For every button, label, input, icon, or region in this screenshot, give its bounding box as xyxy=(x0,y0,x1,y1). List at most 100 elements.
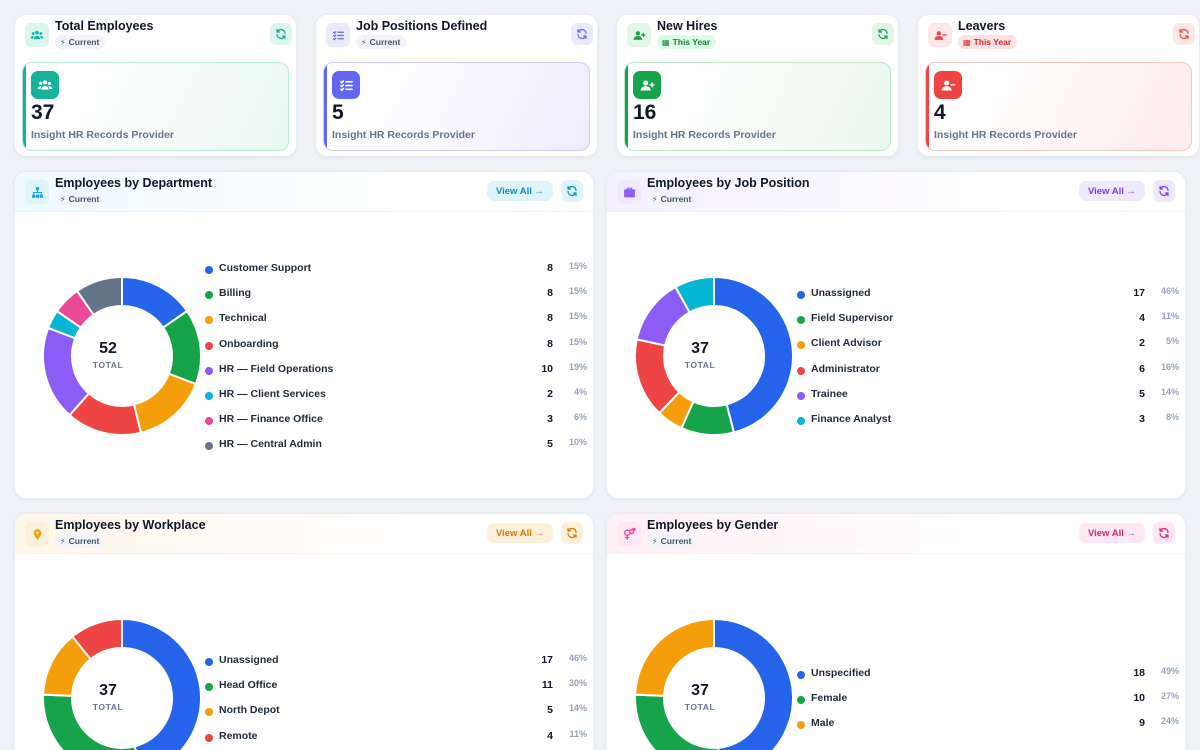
legend-item[interactable]: Technical 8 15% xyxy=(205,310,587,335)
kpi-body: 16 Insight HR Records Provider xyxy=(624,62,891,151)
donut-slice[interactable] xyxy=(634,619,715,697)
legend-percent: 8% xyxy=(1165,411,1179,422)
legend-percent: 46% xyxy=(1160,286,1179,296)
refresh-button[interactable] xyxy=(872,23,894,45)
user-plus-icon xyxy=(633,71,661,99)
kpi-header: Leavers ▦ This Year xyxy=(918,15,1199,55)
kpi-header: Job Positions Defined ⚡ Current xyxy=(316,15,597,55)
legend-color-dot xyxy=(205,733,213,742)
legend-color-dot xyxy=(205,316,213,325)
legend-color-dot xyxy=(205,442,213,451)
refresh-button[interactable] xyxy=(270,23,292,45)
legend-count: 5 xyxy=(1139,387,1145,400)
kpi-body: 5 Insight HR Records Provider xyxy=(323,62,590,151)
kpi-subtitle: Insight HR Records Provider xyxy=(633,129,776,141)
legend-item[interactable]: HR — Finance Office 3 6% xyxy=(205,411,587,436)
panel-title: Employees by Job Position xyxy=(647,176,810,190)
legend-item[interactable]: Unassigned 17 46% xyxy=(205,652,587,677)
legend-color-dot xyxy=(205,391,213,400)
badge-label: This Year xyxy=(672,37,711,47)
refresh-button[interactable] xyxy=(1153,522,1175,544)
legend-label: Finance Analyst xyxy=(811,412,892,425)
map-pin-icon xyxy=(25,522,49,546)
panel-header: Employees by Gender ⚡ Current View All → xyxy=(607,514,1185,554)
legend-label: Customer Support xyxy=(219,262,312,274)
legend-item[interactable]: Male 9 24% xyxy=(797,715,1179,740)
chart-legend: Unassigned 17 46% Head Office 11 30% North Dep… xyxy=(205,652,587,750)
legend-color-dot xyxy=(205,291,213,300)
legend-item[interactable]: Unspecified 18 49% xyxy=(797,665,1179,690)
donut-slice[interactable] xyxy=(75,277,123,317)
legend-count: 10 xyxy=(541,362,553,375)
legend-count: 10 xyxy=(1133,692,1145,705)
refresh-icon xyxy=(567,185,577,197)
legend-item[interactable]: HR — Central Admin 5 10% xyxy=(205,436,587,461)
legend-item[interactable]: Client Advisor 2 5% xyxy=(797,335,1179,360)
donut-slice[interactable] xyxy=(713,277,793,434)
refresh-button[interactable] xyxy=(561,180,583,202)
legend-percent: 15% xyxy=(568,336,587,347)
legend-count: 8 xyxy=(547,262,553,274)
legend-item[interactable]: North Depot 5 14% xyxy=(205,702,587,727)
donut-slice[interactable] xyxy=(132,372,198,434)
donut-total: 37 xyxy=(691,682,709,699)
legend-item[interactable]: HR — Client Services 2 4% xyxy=(205,386,587,411)
legend-color-dot xyxy=(797,696,805,705)
gender-icon xyxy=(617,522,641,546)
refresh-button[interactable] xyxy=(1153,180,1175,202)
legend-item[interactable]: Unassigned 17 46% xyxy=(797,285,1179,310)
view-all-button[interactable]: View All → xyxy=(486,523,553,543)
legend-label: Head Office xyxy=(219,679,278,692)
view-all-button[interactable]: View All → xyxy=(1078,181,1145,201)
legend-item[interactable]: HR — Field Operations 10 19% xyxy=(205,361,587,386)
legend-percent: 6% xyxy=(573,412,587,423)
panel-title: Employees by Gender xyxy=(647,518,779,532)
status-badge: ⚡ Current xyxy=(647,534,698,548)
legend-label: Female xyxy=(811,692,848,705)
refresh-button[interactable] xyxy=(1173,23,1195,45)
donut-chart xyxy=(42,277,201,435)
kpi-value: 4 xyxy=(934,101,946,124)
legend-item[interactable]: Remote 4 11% xyxy=(205,728,587,750)
kpi-subtitle: Insight HR Records Provider xyxy=(934,129,1077,141)
refresh-button[interactable] xyxy=(561,522,583,544)
bolt-icon: ⚡ xyxy=(652,194,658,204)
panel-header: Employees by Job Position ⚡ Current View … xyxy=(607,172,1185,212)
legend-item[interactable]: Administrator 6 16% xyxy=(797,361,1179,386)
donut-slice[interactable] xyxy=(713,619,793,750)
kpi-value: 5 xyxy=(332,101,344,124)
kpi-body: 37 Insight HR Records Provider xyxy=(22,62,289,151)
donut-slice[interactable] xyxy=(674,277,715,314)
legend-color-dot xyxy=(797,291,805,299)
legend-color-dot xyxy=(797,316,805,325)
legend-item[interactable]: Billing 8 15% xyxy=(205,285,587,310)
donut-slice[interactable] xyxy=(121,619,201,750)
kpi-body: 4 Insight HR Records Provider xyxy=(925,62,1192,151)
legend-item[interactable]: Field Supervisor 4 11% xyxy=(797,310,1179,335)
list-check-icon xyxy=(326,23,350,47)
legend-percent: 15% xyxy=(568,311,587,322)
legend-count: 8 xyxy=(547,337,553,350)
legend-item[interactable]: Trainee 5 14% xyxy=(797,386,1179,411)
legend-item[interactable]: Onboarding 8 15% xyxy=(205,336,587,361)
legend-label: HR — Field Operations xyxy=(219,362,334,375)
user-minus-icon xyxy=(928,23,952,47)
view-all-button[interactable]: View All → xyxy=(1078,523,1145,543)
briefcase-icon xyxy=(617,180,641,204)
legend-item[interactable]: Female 10 27% xyxy=(797,690,1179,715)
legend-item[interactable]: Head Office 11 30% xyxy=(205,677,587,702)
badge-label: Current xyxy=(68,37,100,47)
bolt-icon: ⚡ xyxy=(361,37,367,47)
kpi-card-leavers: Leavers ▦ This Year 4 Insight HR Records … xyxy=(917,14,1200,157)
legend-count: 17 xyxy=(541,654,553,666)
legend-count: 2 xyxy=(1139,337,1145,350)
donut-slice[interactable] xyxy=(70,619,123,661)
refresh-button[interactable] xyxy=(571,23,593,45)
view-all-button[interactable]: View All → xyxy=(486,181,553,201)
legend-percent: 11% xyxy=(1161,311,1179,322)
legend-item[interactable]: Customer Support 8 15% xyxy=(205,260,587,285)
kpi-value: 16 xyxy=(633,101,657,124)
legend-item[interactable]: Finance Analyst 3 8% xyxy=(797,411,1179,436)
legend-color-dot xyxy=(205,708,213,717)
calendar-icon: ▦ xyxy=(662,37,670,47)
